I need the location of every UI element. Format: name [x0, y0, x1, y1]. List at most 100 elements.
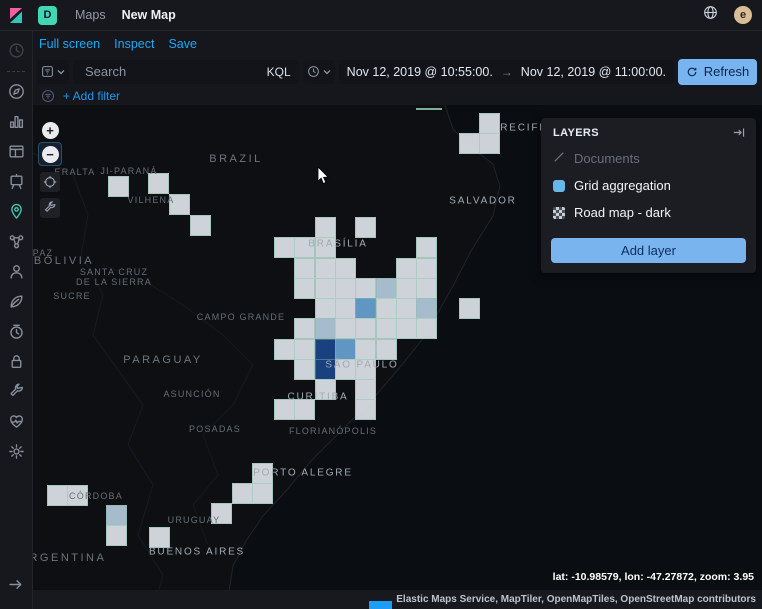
- add-layer-button[interactable]: Add layer: [551, 238, 746, 263]
- map-toolbar: + −: [38, 119, 62, 218]
- sidebar-recently-viewed-icon[interactable]: [3, 37, 29, 64]
- refresh-button[interactable]: Refresh: [678, 58, 757, 85]
- inspect-button[interactable]: Inspect: [114, 37, 155, 51]
- tile-grid-icon: [553, 206, 565, 219]
- layer-row-grid-aggregation[interactable]: Grid aggregation: [541, 172, 756, 199]
- scale-bar: [416, 108, 442, 110]
- map-label: BUENOS AIRES: [148, 546, 246, 558]
- start-date-button[interactable]: Nov 12, 2019 @ 10:55:00.: [346, 64, 493, 79]
- map-label: PAZ: [33, 248, 54, 258]
- map-label: BRAZIL: [209, 153, 263, 165]
- zoom-out-button-selected[interactable]: −: [38, 142, 62, 166]
- avatar[interactable]: e: [734, 6, 752, 24]
- sidebar-maps-icon[interactable]: [3, 198, 29, 225]
- end-date-button[interactable]: Nov 12, 2019 @ 11:00:00.: [520, 64, 666, 79]
- saved-query-menu-button[interactable]: [37, 59, 69, 84]
- grid-cell: [294, 278, 315, 299]
- layer-swatch-icon: [553, 179, 565, 192]
- breadcrumb-page: New Map: [121, 8, 176, 22]
- map-label: FLORIANÓPOLIS: [288, 426, 378, 436]
- map-label: BRASÍLIA: [308, 238, 368, 250]
- mouse-cursor: [317, 167, 329, 185]
- add-filter-button[interactable]: + Add filter: [63, 88, 121, 103]
- map-label: SALVADOR: [449, 195, 517, 207]
- map-label: RECIFE: [500, 122, 548, 134]
- kql-badge[interactable]: KQL: [266, 64, 291, 79]
- breadcrumb-app[interactable]: Maps: [75, 8, 106, 22]
- grid-cell: [149, 527, 170, 548]
- kibana-logo-icon[interactable]: [0, 7, 32, 24]
- map-canvas[interactable]: BRAZIL ERALTA JI-PARANÁ VILHENA PAZ BOLIVIA SA…: [33, 105, 762, 609]
- map-label: URUGUAY: [167, 515, 221, 525]
- map-label: DE LA SIERRA: [76, 277, 152, 287]
- grid-cell: [252, 483, 273, 504]
- layer-row-road-map[interactable]: Road map - dark: [541, 199, 756, 226]
- map-label: CAMPO GRANDE: [196, 312, 286, 322]
- space-badge[interactable]: D: [38, 5, 57, 25]
- sidebar-management-icon[interactable]: [3, 438, 29, 465]
- map-label: CÓRDOBA: [69, 491, 123, 501]
- app-menu-bar: Full screen Inspect Save: [33, 31, 762, 57]
- save-button[interactable]: Save: [168, 37, 197, 51]
- grid-cell: [148, 173, 169, 194]
- vector-line-icon: [553, 151, 565, 166]
- map-label: CURITIBA: [287, 391, 349, 403]
- chevron-down-icon: [57, 69, 65, 74]
- grid-cell: [294, 237, 315, 258]
- filter-icon[interactable]: [41, 89, 55, 103]
- datepicker-quick-menu-button[interactable]: [302, 59, 335, 84]
- layer-row-documents[interactable]: Documents: [541, 145, 756, 172]
- sidebar-security-icon[interactable]: [3, 348, 29, 375]
- map-coordinates: lat: -10.98579, lon: -47.27872, zoom: 3.…: [552, 571, 754, 583]
- sidebar-uptime-icon[interactable]: [3, 318, 29, 345]
- collapse-panel-icon[interactable]: [733, 126, 746, 139]
- sidebar-monitoring-icon[interactable]: [3, 408, 29, 435]
- map-label: ARGENTINA: [33, 552, 107, 564]
- query-bar: Search KQL Nov 12, 2019 @ 10:55:00. → No…: [33, 57, 762, 86]
- header-actions: e: [703, 5, 762, 25]
- sidebar: [0, 31, 33, 609]
- sidebar-collapse-icon[interactable]: [3, 571, 29, 598]
- grid-cell: [294, 399, 315, 420]
- tools-button[interactable]: [40, 198, 60, 218]
- search-placeholder: Search: [85, 64, 127, 79]
- sidebar-discover-icon[interactable]: [3, 78, 29, 105]
- search-input[interactable]: Search KQL: [73, 59, 299, 84]
- grid-cells-layer: [33, 105, 762, 609]
- grid-cell: [416, 237, 437, 258]
- grid-cell: [190, 215, 211, 236]
- map-label: JI-PARANÁ: [100, 166, 158, 176]
- map-label: SÃO PAULO: [325, 359, 399, 371]
- globe-icon[interactable]: [703, 5, 718, 25]
- sidebar-dashboard-icon[interactable]: [3, 138, 29, 165]
- sidebar-machine-learning-icon[interactable]: [3, 228, 29, 255]
- layers-panel: LAYERS Documents Grid aggregation: [541, 118, 756, 273]
- full-screen-button[interactable]: Full screen: [39, 37, 101, 51]
- sidebar-divider: [7, 71, 25, 72]
- map-label: VILHENA: [127, 195, 175, 205]
- grid-cell: [294, 318, 315, 339]
- grid-cell: [169, 194, 190, 215]
- sidebar-dev-tools-icon[interactable]: [3, 378, 29, 405]
- sidebar-visualize-icon[interactable]: [3, 108, 29, 135]
- sidebar-canvas-icon[interactable]: [3, 168, 29, 195]
- clock-icon: [307, 66, 319, 77]
- date-range-arrow-icon: →: [500, 64, 513, 79]
- map-labels-layer: BRAZIL ERALTA JI-PARANÁ VILHENA PAZ BOLIVIA SA…: [33, 105, 762, 609]
- grid-cell: [211, 503, 232, 524]
- map-label: SUCRE: [53, 291, 91, 301]
- zoom-out-button[interactable]: −: [41, 145, 59, 163]
- map-label: PORTO ALEGRE: [253, 467, 353, 479]
- sidebar-graph-icon[interactable]: [3, 258, 29, 285]
- grid-cell: [315, 237, 336, 258]
- grid-cell: [355, 399, 376, 420]
- grid-cell: [479, 133, 500, 154]
- set-view-button[interactable]: [40, 172, 60, 192]
- map-label: ERALTA: [54, 167, 96, 177]
- attribution-text[interactable]: Elastic Maps Service, MapTiler, OpenMapT…: [396, 594, 756, 605]
- sidebar-apm-icon[interactable]: [3, 288, 29, 315]
- crosshair-icon: [43, 175, 57, 189]
- attribution-bar: Elastic Maps Service, MapTiler, OpenMapT…: [33, 590, 762, 609]
- zoom-in-button[interactable]: +: [41, 122, 59, 139]
- saved-query-icon: [42, 66, 53, 77]
